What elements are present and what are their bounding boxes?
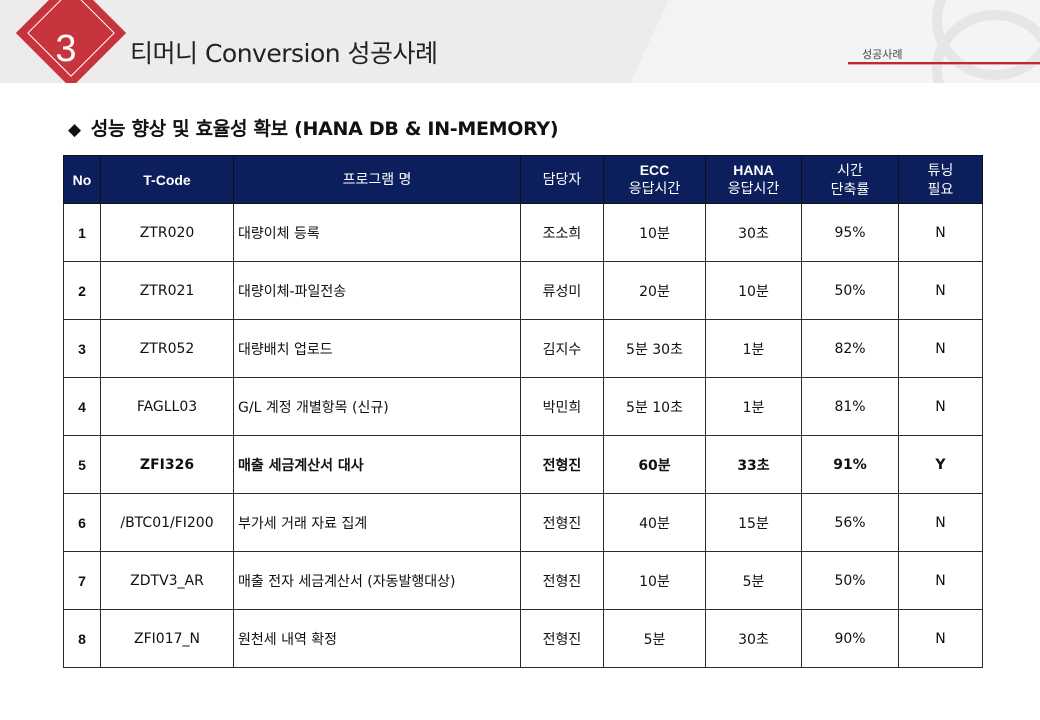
logo-watermark-icon <box>932 0 1040 83</box>
cell-tcode: ZDTV3_AR <box>100 551 234 610</box>
cell-tuning: Y <box>898 435 983 494</box>
cell-no: 5 <box>63 435 101 494</box>
cell-tuning: N <box>898 203 983 262</box>
cell-hana-time: 30초 <box>705 203 802 262</box>
cell-ecc-time: 5분 <box>603 609 706 668</box>
table-row: 4 FAGLL03 G/L 계정 개별항목 (신규) 박민희 5분 10초 1분… <box>63 377 983 436</box>
cell-tuning: N <box>898 377 983 436</box>
cell-reduction: 56% <box>801 493 899 552</box>
cell-reduction: 91% <box>801 435 899 494</box>
cell-no: 4 <box>63 377 101 436</box>
cell-no: 3 <box>63 319 101 378</box>
cell-ecc-time: 10분 <box>603 551 706 610</box>
cell-program: 대량이체 등록 <box>233 203 521 262</box>
cell-hana-time: 1분 <box>705 377 802 436</box>
table-header-row: No T-Code 프로그램 명 담당자 ECC 응답시간 HANA 응답시간 시간… <box>63 155 983 204</box>
cell-owner: 전형진 <box>520 493 604 552</box>
table-row: 3 ZTR052 대량배치 업로드 김지수 5분 30초 1분 82% N <box>63 319 983 378</box>
cell-reduction: 81% <box>801 377 899 436</box>
cell-reduction: 95% <box>801 203 899 262</box>
cell-no: 8 <box>63 609 101 668</box>
cell-program: 매출 세금계산서 대사 <box>233 435 521 494</box>
cell-hana-time: 1분 <box>705 319 802 378</box>
cell-tuning: N <box>898 319 983 378</box>
section-subtitle: ◆ 성능 향상 및 효율성 확보 (HANA DB & IN-MEMORY) <box>68 114 559 141</box>
col-header-tcode: T-Code <box>100 155 234 204</box>
cell-no: 6 <box>63 493 101 552</box>
col-header-owner: 담당자 <box>520 155 604 204</box>
cell-tuning: N <box>898 609 983 668</box>
col-header-ecc: ECC 응답시간 <box>603 155 706 204</box>
cell-owner: 조소희 <box>520 203 604 262</box>
table-row-highlighted: 5 ZFI326 매출 세금계산서 대사 전형진 60분 33초 91% Y <box>63 435 983 494</box>
cell-ecc-time: 20분 <box>603 261 706 320</box>
cell-tcode: ZTR052 <box>100 319 234 378</box>
col-header-no: No <box>63 155 101 204</box>
cell-tuning: N <box>898 551 983 610</box>
cell-program: 원천세 내역 확정 <box>233 609 521 668</box>
section-tag: 성공사례 <box>862 48 903 61</box>
col-header-reduction: 시간 단축률 <box>801 155 899 204</box>
cell-hana-time: 15분 <box>705 493 802 552</box>
cell-ecc-time: 5분 10초 <box>603 377 706 436</box>
table-row: 2 ZTR021 대량이체-파일전송 류성미 20분 10분 50% N <box>63 261 983 320</box>
cell-ecc-time: 10분 <box>603 203 706 262</box>
section-badge: 3 <box>10 0 127 83</box>
cell-ecc-time: 60분 <box>603 435 706 494</box>
table-row: 7 ZDTV3_AR 매출 전자 세금계산서 (자동발행대상) 전형진 10분 … <box>63 551 983 610</box>
cell-hana-time: 30초 <box>705 609 802 668</box>
section-number: 3 <box>55 27 77 70</box>
cell-owner: 전형진 <box>520 435 604 494</box>
cell-reduction: 50% <box>801 261 899 320</box>
cell-ecc-time: 40분 <box>603 493 706 552</box>
cell-tuning: N <box>898 261 983 320</box>
cell-tcode: ZTR021 <box>100 261 234 320</box>
cell-program: 대량이체-파일전송 <box>233 261 521 320</box>
bullet-diamond-icon: ◆ <box>68 120 81 140</box>
cell-owner: 박민희 <box>520 377 604 436</box>
cell-hana-time: 5분 <box>705 551 802 610</box>
cell-owner: 전형진 <box>520 551 604 610</box>
table-row: 8 ZFI017_N 원천세 내역 확정 전형진 5분 30초 90% N <box>63 609 983 668</box>
cell-tcode: ZFI326 <box>100 435 234 494</box>
subtitle-text: 성능 향상 및 효율성 확보 (HANA DB & IN-MEMORY) <box>90 118 559 140</box>
page-title: 티머니 Conversion 성공사례 <box>130 39 438 68</box>
cell-tcode: ZTR020 <box>100 203 234 262</box>
table-row: 6 /BTC01/FI200 부가세 거래 자료 집계 전형진 40분 15분 … <box>63 493 983 552</box>
cell-program: 부가세 거래 자료 집계 <box>233 493 521 552</box>
cell-reduction: 82% <box>801 319 899 378</box>
cell-tcode: ZFI017_N <box>100 609 234 668</box>
cell-owner: 전형진 <box>520 609 604 668</box>
header-band: 3 티머니 Conversion 성공사례 성공사례 <box>0 0 1040 83</box>
cell-ecc-time: 5분 30초 <box>603 319 706 378</box>
cell-hana-time: 10분 <box>705 261 802 320</box>
table-row: 1 ZTR020 대량이체 등록 조소희 10분 30초 95% N <box>63 203 983 262</box>
cell-no: 7 <box>63 551 101 610</box>
cell-tcode: FAGLL03 <box>100 377 234 436</box>
cell-no: 1 <box>63 203 101 262</box>
col-header-program: 프로그램 명 <box>233 155 521 204</box>
cell-program: G/L 계정 개별항목 (신규) <box>233 377 521 436</box>
col-header-hana: HANA 응답시간 <box>705 155 802 204</box>
cell-no: 2 <box>63 261 101 320</box>
cell-program: 매출 전자 세금계산서 (자동발행대상) <box>233 551 521 610</box>
cell-tuning: N <box>898 493 983 552</box>
performance-table: No T-Code 프로그램 명 담당자 ECC 응답시간 HANA 응답시간 시간… <box>63 155 983 668</box>
cell-tcode: /BTC01/FI200 <box>100 493 234 552</box>
cell-reduction: 90% <box>801 609 899 668</box>
cell-hana-time: 33초 <box>705 435 802 494</box>
section-underline <box>848 62 1040 64</box>
cell-reduction: 50% <box>801 551 899 610</box>
cell-program: 대량배치 업로드 <box>233 319 521 378</box>
cell-owner: 류성미 <box>520 261 604 320</box>
cell-owner: 김지수 <box>520 319 604 378</box>
col-header-tuning: 튜닝 필요 <box>898 155 983 204</box>
